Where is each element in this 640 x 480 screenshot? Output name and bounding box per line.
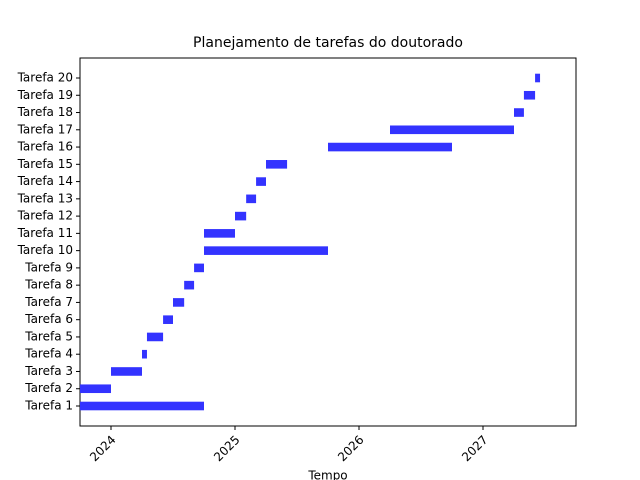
y-tick-label: Tarefa 8 (24, 278, 73, 292)
y-tick-label: Tarefa 6 (24, 312, 73, 326)
chart-title: Planejamento de tarefas do doutorado (193, 35, 463, 51)
task-bar (514, 108, 524, 117)
task-bar (146, 332, 164, 342)
task-bar (80, 401, 204, 411)
task-bar (246, 194, 257, 204)
y-tick-label: Tarefa 15 (17, 157, 73, 171)
y-tick-label: Tarefa 4 (24, 347, 73, 361)
y-tick-label: Tarefa 11 (17, 226, 73, 240)
y-tick-label: Tarefa 19 (17, 88, 73, 102)
task-bar (194, 263, 204, 273)
y-tick-label: Tarefa 20 (17, 71, 73, 85)
task-bar (204, 246, 328, 255)
x-axis-label: Tempo (307, 469, 347, 480)
task-bar (173, 298, 185, 307)
task-bar (184, 280, 195, 290)
y-tick-label: Tarefa 1 (24, 399, 73, 413)
y-tick-label: Tarefa 5 (24, 329, 73, 343)
task-bar (204, 229, 235, 238)
task-bar (390, 125, 514, 135)
y-tick-label: Tarefa 9 (24, 260, 73, 274)
task-bar (535, 73, 541, 83)
y-tick-label: Tarefa 3 (24, 364, 73, 378)
task-bar (163, 315, 173, 324)
y-tick-label: Tarefa 2 (24, 381, 73, 395)
y-tick-label: Tarefa 12 (17, 209, 73, 223)
task-bar (111, 367, 142, 376)
y-tick-label: Tarefa 17 (17, 122, 73, 136)
y-tick-label: Tarefa 13 (17, 191, 73, 205)
task-bar (80, 384, 111, 394)
y-tick-label: Tarefa 16 (17, 140, 73, 154)
task-bar (142, 349, 147, 359)
task-bar (266, 160, 288, 169)
task-bar (235, 211, 247, 221)
task-bar (256, 177, 266, 186)
y-tick-label: Tarefa 10 (17, 243, 73, 257)
y-tick-label: Tarefa 14 (17, 174, 73, 188)
y-tick-label: Tarefa 18 (17, 105, 73, 119)
plot-frame (79, 57, 577, 427)
y-tick-label: Tarefa 7 (24, 295, 73, 309)
task-bar (523, 90, 536, 100)
task-bar (328, 142, 452, 152)
